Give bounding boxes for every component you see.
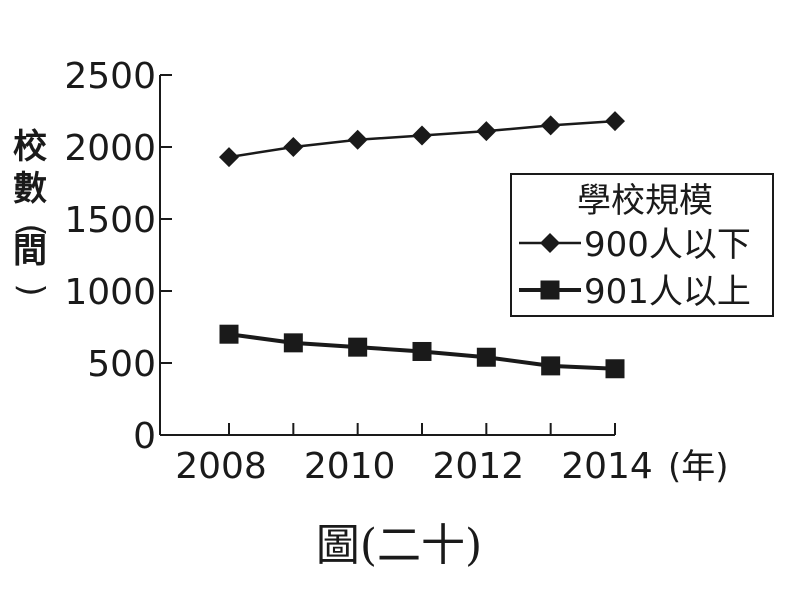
data-point-square <box>541 356 561 376</box>
series-group <box>219 111 625 379</box>
series-diamond <box>219 111 625 168</box>
y-axis-label-char: 數 <box>13 169 47 209</box>
figure-caption: 圖(二十) <box>316 520 482 571</box>
data-point-diamond <box>283 137 304 157</box>
y-axis-label-char: 間 <box>13 231 47 271</box>
y-axis-label-char: ) <box>11 283 51 296</box>
data-point-square <box>283 333 303 353</box>
data-point-diamond <box>347 129 368 150</box>
x-axis-unit-label: (年) <box>668 447 729 487</box>
x-axis-ticks: 2008 2010 2012 2014 <box>175 423 653 487</box>
data-point-diamond <box>219 147 239 168</box>
x-tick-label: 2014 <box>561 446 653 487</box>
y-tick-label: 2500 <box>64 56 156 97</box>
x-tick-label: 2010 <box>304 446 396 487</box>
y-axis-label: 校數 (間) <box>11 127 51 297</box>
y-tick-label: 1500 <box>64 200 156 241</box>
data-point-square <box>219 324 239 344</box>
y-tick-label: 500 <box>87 344 156 385</box>
data-point-square <box>348 337 368 357</box>
x-tick-label: 2008 <box>175 446 267 487</box>
legend-marker-diamond <box>540 233 560 253</box>
y-tick-label: 2000 <box>64 128 156 169</box>
series-square <box>219 324 625 379</box>
data-point-diamond <box>540 115 561 136</box>
data-point-diamond <box>605 111 625 132</box>
legend-title: 學校規模 <box>577 181 713 221</box>
data-point-square <box>605 359 625 379</box>
legend-label: 901人以上 <box>584 272 751 312</box>
x-tick-label: 2012 <box>433 446 525 487</box>
y-tick-label: 0 <box>133 416 156 457</box>
y-axis-label-char: 校 <box>13 127 47 167</box>
legend: 學校規模 900人以下 901人以上 <box>510 173 774 317</box>
y-axis-ticks: 0 500 1000 1500 2000 2500 <box>64 56 172 457</box>
legend-marker-square <box>540 280 560 300</box>
data-point-diamond <box>476 121 497 142</box>
data-point-diamond <box>412 125 432 146</box>
y-axis-label-char: ( <box>11 223 51 236</box>
legend-label: 900人以下 <box>584 225 751 265</box>
data-point-square <box>412 341 432 361</box>
data-point-square <box>476 347 496 367</box>
y-tick-label: 1000 <box>64 272 156 313</box>
axes <box>159 75 615 436</box>
